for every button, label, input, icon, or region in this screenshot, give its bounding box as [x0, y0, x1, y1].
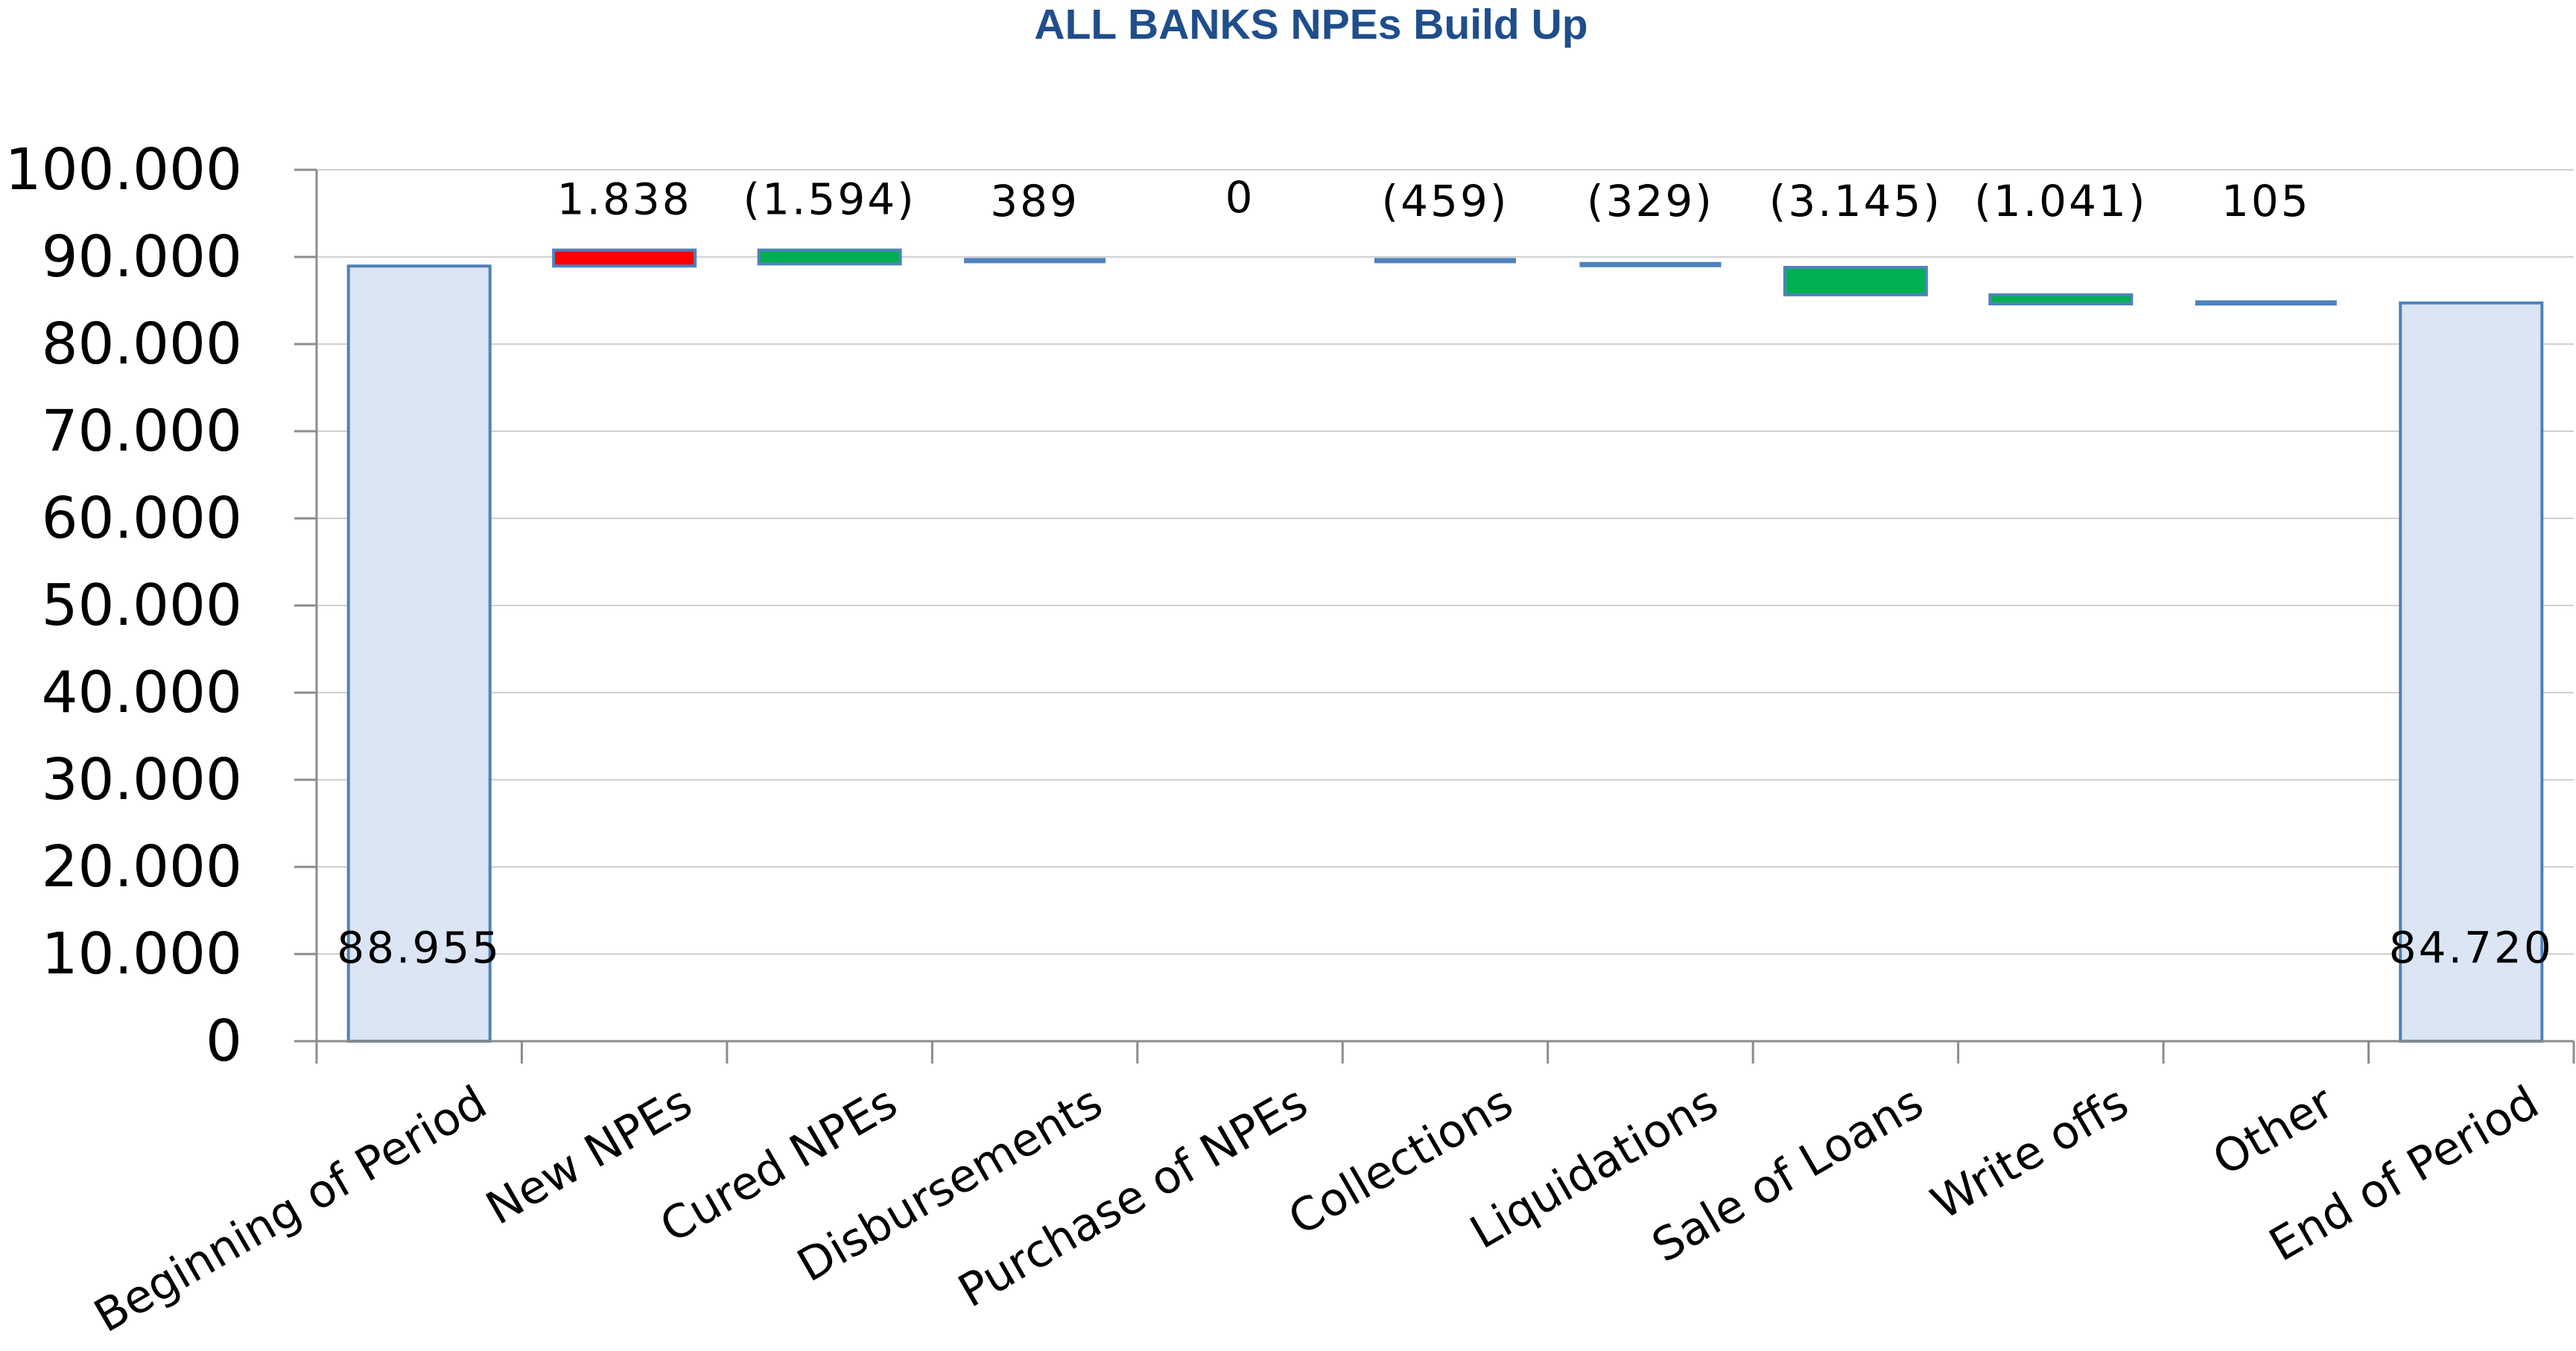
- total-bar: [346, 264, 492, 1043]
- data-label: (1.041): [1974, 176, 2147, 226]
- y-tick-label: 20.000: [42, 834, 242, 900]
- y-tick-label: 40.000: [42, 660, 242, 726]
- x-tick-label: Beginning of Period: [86, 1076, 495, 1344]
- y-tick-label: 60.000: [42, 486, 242, 552]
- data-label: (459): [1382, 176, 1509, 226]
- data-label: 88.955: [337, 923, 501, 973]
- data-label: 389: [990, 176, 1079, 226]
- y-axis-ticks: 0 10.000 20.000 30.000 40.000 50.000 60.000 70.…: [5, 137, 242, 1075]
- chart-title: ALL BANKS NPEs Build Up: [1034, 1, 1587, 48]
- y-tick-label: 100.000: [5, 137, 242, 203]
- bars: [346, 248, 2544, 1043]
- data-label: 84.720: [2389, 923, 2554, 973]
- y-tick-label: 0: [206, 1008, 242, 1075]
- y-tick-label: 10.000: [42, 921, 242, 988]
- y-tick-label: 80.000: [42, 311, 242, 378]
- gridlines: [317, 169, 2574, 955]
- data-label: 105: [2221, 176, 2311, 226]
- data-label: (3.145): [1769, 176, 1942, 226]
- decrease-bar: [1783, 266, 1928, 296]
- decrease-bar: [757, 248, 902, 266]
- y-tick-label: 90.000: [42, 224, 242, 290]
- increase-bar: [552, 248, 697, 268]
- axes: [294, 168, 2575, 1064]
- y-tick-label: 50.000: [42, 573, 242, 639]
- data-label: (1.594): [743, 174, 916, 225]
- x-tick-label: Write offs: [1923, 1076, 2137, 1230]
- data-label: 1.838: [557, 174, 692, 225]
- data-labels: 88.955 1.838 (1.594) 389 0 (459) (329) (3.145) (…: [337, 172, 2554, 973]
- y-tick-label: 30.000: [42, 747, 242, 813]
- x-tick-label: Purchase of NPEs: [950, 1076, 1316, 1318]
- decrease-bar: [1988, 293, 2134, 306]
- y-tick-label: 70.000: [42, 398, 242, 465]
- data-label: 0: [1225, 172, 1255, 223]
- data-label: (329): [1587, 176, 1714, 226]
- x-tick-label: Other: [2204, 1075, 2343, 1186]
- total-bar: [2399, 301, 2544, 1043]
